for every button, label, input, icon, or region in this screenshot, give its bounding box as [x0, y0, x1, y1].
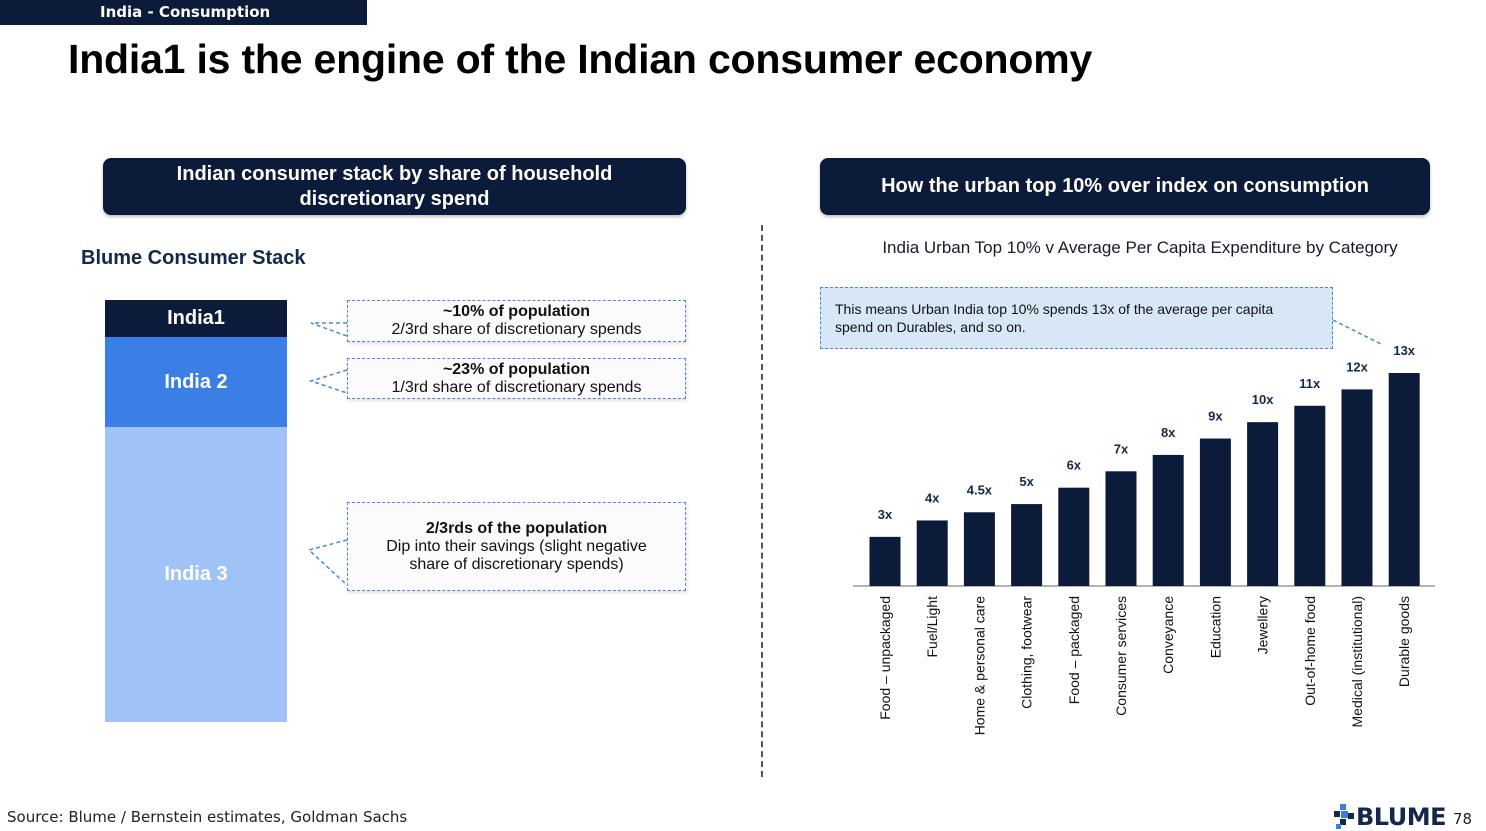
- category-label: Consumer services: [1113, 596, 1129, 716]
- data-label: 4x: [925, 490, 940, 505]
- callout-india2: ~23% of population 1/3rd share of discre…: [347, 358, 686, 399]
- callout-india3: 2/3rds of the population Dip into their …: [347, 502, 686, 591]
- category-label: Jewellery: [1255, 596, 1271, 654]
- data-label: 13x: [1393, 343, 1415, 358]
- data-label: 9x: [1208, 409, 1223, 424]
- stack-segment-india1: India1: [105, 300, 287, 337]
- bar-1: [869, 536, 901, 586]
- stack-segment-india2: India 2: [105, 337, 287, 427]
- data-label: 3x: [878, 507, 893, 522]
- bar-11: [1341, 389, 1373, 586]
- callout-text: 2/3rd share of discretionary spends: [391, 321, 642, 338]
- callout-text: share of discretionary spends): [409, 555, 624, 573]
- right-panel-heading: How the urban top 10% over index on cons…: [820, 158, 1430, 215]
- bar-6: [1105, 471, 1137, 586]
- left-heading-line1: Indian consumer stack by share of househ…: [176, 162, 613, 185]
- category-label: Food – packaged: [1066, 596, 1082, 704]
- chart-title: India Urban Top 10% v Average Per Capita…: [882, 238, 1398, 257]
- logo-text: BLUME: [1356, 803, 1447, 831]
- callout-title: ~10% of population: [442, 303, 591, 320]
- left-panel-heading: Indian consumer stack by share of househ…: [103, 158, 686, 215]
- callout-text: 1/3rd share of discretionary spends: [391, 378, 642, 396]
- note-line1: This means Urban India top 10% spends 13…: [835, 301, 1274, 317]
- category-label: Home & personal care: [971, 596, 987, 736]
- segment-label: India 2: [164, 370, 228, 393]
- data-label: 4.5x: [967, 482, 993, 497]
- category-label: Out-of-home food: [1302, 596, 1318, 706]
- data-label: 8x: [1161, 425, 1176, 440]
- bar-12: [1388, 373, 1420, 586]
- bar-9: [1247, 422, 1279, 586]
- blume-logo: BLUME: [1334, 803, 1447, 831]
- left-heading-line2: discretionary spend: [299, 187, 490, 210]
- callout-title: ~23% of population: [442, 360, 591, 378]
- bar-5: [1058, 487, 1090, 586]
- data-label: 10x: [1252, 392, 1274, 407]
- category-label: Medical (institutional): [1349, 596, 1365, 728]
- segment-label: India 3: [164, 563, 228, 585]
- panel-divider: [761, 225, 763, 777]
- source-note: Source: Blume / Bernstein estimates, Gol…: [7, 808, 408, 826]
- blume-logo-icon: [1334, 804, 1354, 829]
- data-label: 12x: [1346, 359, 1368, 374]
- note-line2: spend on Durables, and so on.: [835, 319, 1026, 335]
- category-label: Durable goods: [1396, 596, 1412, 687]
- callout-title: 2/3rds of the population: [425, 519, 608, 537]
- stack-segment-india3: India 3: [105, 427, 287, 722]
- data-label: 6x: [1067, 458, 1082, 473]
- page-title: India1 is the engine of the Indian consu…: [68, 36, 1093, 82]
- bar-7: [1152, 454, 1184, 586]
- page-number: 78: [1453, 810, 1473, 828]
- chart-note: This means Urban India top 10% spends 13…: [820, 287, 1333, 349]
- bar-4: [1011, 504, 1043, 586]
- callout-india1: ~10% of population 2/3rd share of discre…: [347, 300, 686, 342]
- bar-8: [1199, 438, 1231, 586]
- data-label: 7x: [1114, 441, 1129, 456]
- data-label: 5x: [1019, 474, 1034, 489]
- bar-10: [1294, 405, 1326, 586]
- category-label: Conveyance: [1160, 596, 1176, 674]
- segment-label: India1: [167, 307, 225, 329]
- bar-2: [916, 520, 948, 586]
- category-label: Education: [1207, 596, 1223, 658]
- category-label: Fuel/Light: [924, 596, 940, 658]
- category-label: Food – unpackaged: [877, 596, 893, 720]
- section-tag: India - Consumption: [0, 0, 367, 25]
- stack-title: Blume Consumer Stack: [81, 247, 306, 269]
- category-label: Clothing, footwear: [1019, 596, 1035, 709]
- callout-text: Dip into their savings (slight negative: [386, 537, 647, 555]
- bar-3: [963, 512, 995, 586]
- data-label: 11x: [1299, 376, 1321, 391]
